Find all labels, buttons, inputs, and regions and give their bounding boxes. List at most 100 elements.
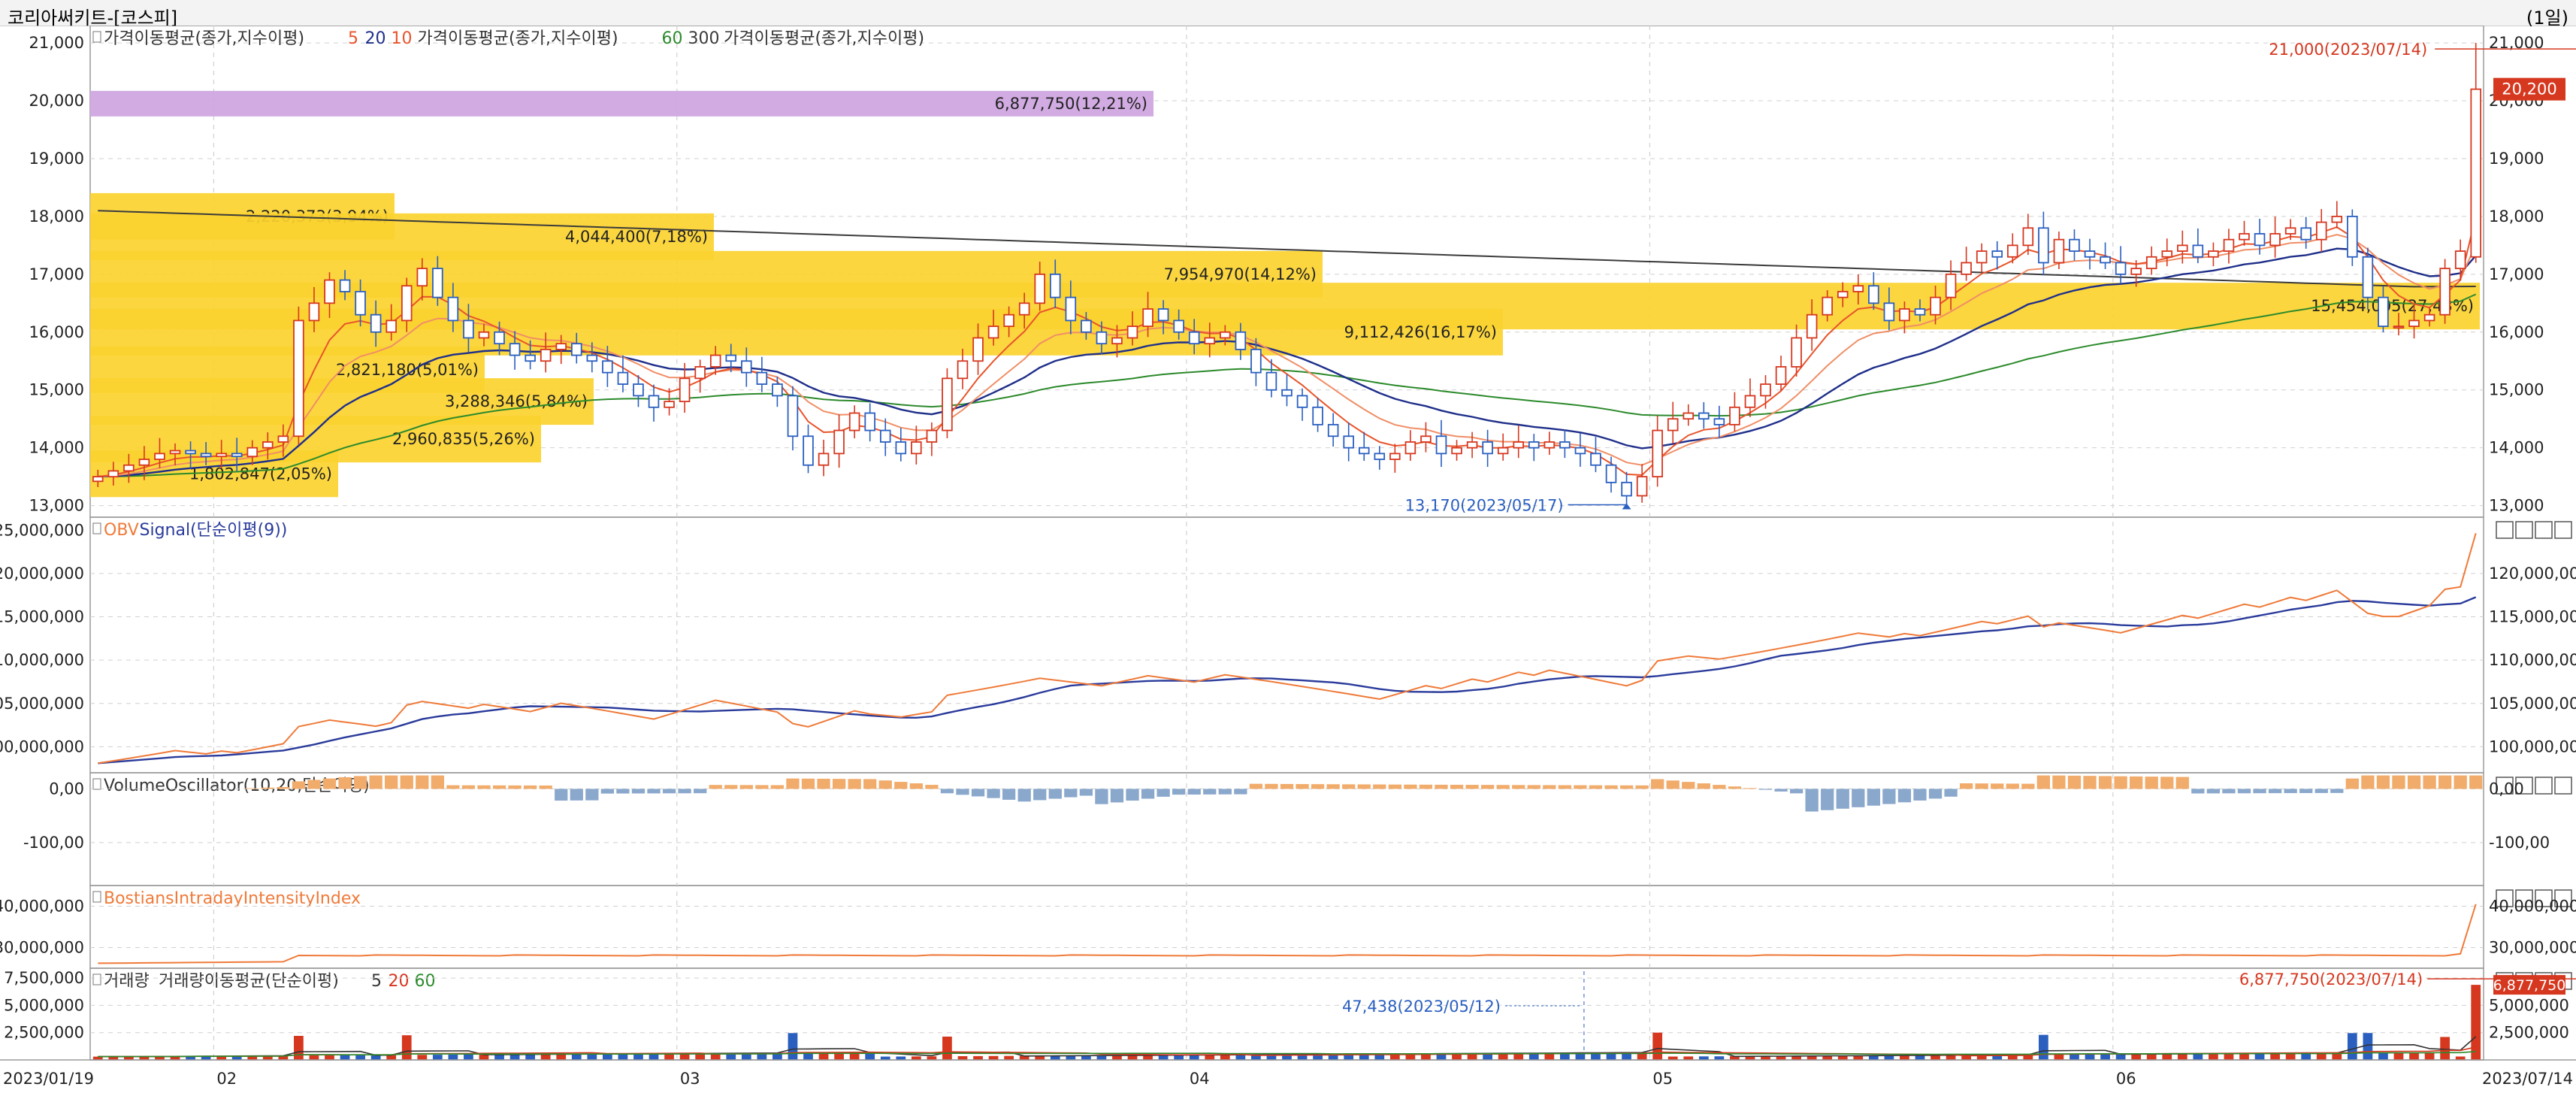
panel-button-icon[interactable]: [2515, 521, 2533, 539]
candle-body: [2362, 256, 2374, 298]
candle-body: [1543, 441, 1556, 449]
candle: [1760, 375, 1771, 409]
period-label[interactable]: (1일): [2526, 8, 2568, 29]
panel-button-icon[interactable]: [2496, 777, 2514, 795]
candle-body: [385, 319, 397, 333]
candle-body: [1466, 441, 1478, 449]
panel-button-icon[interactable]: [2535, 777, 2553, 795]
candle-body: [1420, 435, 1432, 443]
candle: [1096, 321, 1108, 355]
candle-body: [648, 395, 660, 408]
candle: [1636, 464, 1648, 503]
volume-bar: [2224, 1053, 2234, 1060]
vol-tick-right: 2,500,000: [2489, 1024, 2569, 1042]
volume-profile-label: 9,112,426(16,17%): [1344, 323, 1497, 341]
candle-body: [2439, 268, 2451, 316]
candle: [1188, 319, 1200, 355]
volume-bar: [1698, 1056, 1709, 1060]
vol-tick-left: 2,500,000: [4, 1024, 84, 1042]
candle-body: [2331, 216, 2343, 223]
panel-button-icon[interactable]: [2554, 889, 2572, 907]
candle: [803, 424, 814, 474]
vo-bar: [1172, 789, 1186, 795]
candle-body: [1358, 447, 1370, 455]
high-annotation: 21,000(2023/07/14): [2269, 41, 2427, 59]
panel-frame-vo: [89, 772, 2484, 886]
volume-bar: [216, 1055, 227, 1060]
candle-body: [463, 319, 474, 339]
candle-body: [1744, 395, 1756, 408]
panel-button-icon[interactable]: [2515, 889, 2533, 907]
vo-bar: [1805, 789, 1819, 812]
candle-body: [987, 325, 999, 339]
panel-button-icon[interactable]: [2496, 521, 2514, 539]
candle: [2315, 209, 2327, 252]
candle: [1220, 325, 1231, 346]
candle: [494, 321, 505, 356]
vo-bar: [1913, 789, 1927, 801]
vo-bar: [786, 778, 800, 789]
panel-button-icon[interactable]: [2554, 777, 2572, 795]
candle: [2053, 231, 2065, 269]
vo-bar: [2130, 776, 2143, 789]
vo-bar: [369, 775, 382, 789]
volume-bar: [1946, 1055, 1956, 1060]
candle: [1111, 325, 1123, 358]
candle-body: [2069, 238, 2080, 252]
vo-bar: [848, 779, 861, 789]
volume-bar: [1235, 1054, 1246, 1060]
vo-bar: [662, 789, 676, 794]
candle: [1806, 299, 1818, 351]
candle-body: [1204, 337, 1216, 345]
obv-tick-right: 115,000,000: [2489, 608, 2576, 626]
volume-bar: [124, 1056, 134, 1060]
candle-body: [571, 343, 582, 356]
candle: [1791, 324, 1802, 377]
candle-body: [2470, 88, 2481, 258]
candle: [848, 405, 860, 439]
panel-button-icon[interactable]: [2496, 889, 2514, 907]
volume-bar: [1745, 1055, 1755, 1060]
volume-bar: [92, 1056, 103, 1060]
candle: [231, 438, 243, 471]
panel-button-icon[interactable]: [2535, 521, 2553, 539]
volume-bar: [2409, 1052, 2419, 1060]
volume-bar: [340, 1055, 350, 1060]
candle: [864, 403, 875, 442]
vo-bar: [801, 778, 815, 789]
volume-bar: [587, 1053, 597, 1060]
vo-bar: [2423, 775, 2436, 789]
panel-button-icon[interactable]: [2554, 521, 2572, 539]
candle: [648, 384, 660, 422]
volume-bar: [679, 1053, 690, 1060]
low-annotation: 13,170(2023/05/17): [1405, 497, 1564, 515]
vo-bar: [1789, 789, 1804, 794]
volume-bar: [2054, 1054, 2064, 1060]
candle: [2347, 209, 2358, 266]
candle-body: [1018, 302, 1030, 316]
legend-item: 60: [415, 972, 436, 991]
vol-tick-right: 5,000,000: [2489, 996, 2569, 1014]
candle-body: [370, 313, 382, 333]
vo-bar: [2052, 775, 2066, 789]
panel-button-icon[interactable]: [2515, 777, 2533, 795]
chart-canvas[interactable]: 0203040506072023/01/192023/07/1421,00021…: [0, 26, 2576, 1093]
panel-button-icon[interactable]: [2535, 889, 2553, 907]
candle-body: [1760, 383, 1771, 397]
candle-body: [1497, 447, 1509, 455]
candle-body: [1081, 319, 1092, 333]
candle-body: [339, 279, 351, 292]
volume-bar: [509, 1054, 520, 1060]
candle: [478, 323, 490, 347]
volume-bar: [788, 1033, 798, 1060]
obv-tick-left: 115,000,000: [0, 608, 84, 626]
candle: [756, 356, 768, 392]
candle-body: [1374, 453, 1386, 460]
vo-bar: [508, 785, 522, 789]
candle-body: [2053, 238, 2065, 264]
candle-body: [1729, 406, 1740, 425]
candle-body: [1806, 313, 1818, 339]
candle: [1327, 413, 1339, 447]
current-volume-tag: [2493, 975, 2565, 995]
candle-body: [432, 268, 443, 298]
